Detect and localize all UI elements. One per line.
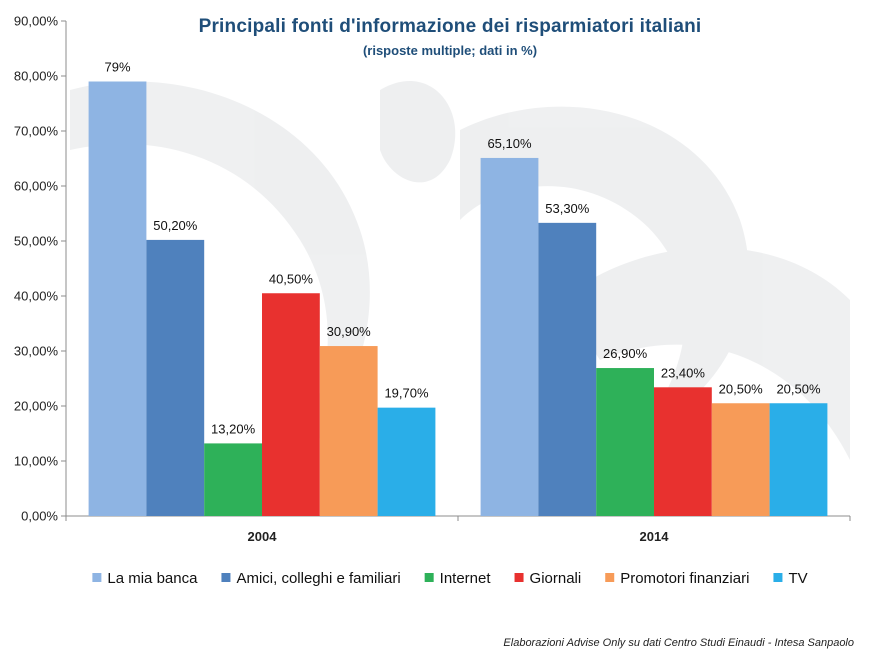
bar-value-label: 20,50% — [719, 381, 764, 396]
bar — [204, 443, 262, 516]
source-note: Elaborazioni Advise Only su dati Centro … — [503, 637, 854, 649]
y-tick-label: 0,00% — [21, 509, 58, 524]
y-tick-label: 50,00% — [14, 234, 59, 249]
y-tick-label: 70,00% — [14, 124, 59, 139]
legend-swatch — [605, 573, 615, 582]
bar — [88, 81, 147, 516]
bar-value-label: 13,20% — [211, 421, 256, 436]
legend-label: Promotori finanziari — [620, 570, 749, 587]
legend-label: Giornali — [530, 570, 582, 587]
bar — [377, 407, 436, 516]
bar-value-label: 79% — [104, 60, 130, 75]
bar — [480, 157, 539, 516]
y-tick-label: 20,00% — [14, 399, 59, 414]
y-tick-label: 60,00% — [14, 179, 59, 194]
legend-swatch — [514, 573, 524, 582]
bar — [146, 239, 205, 516]
y-tick-label: 40,00% — [14, 289, 59, 304]
bar-value-label: 40,50% — [269, 271, 314, 286]
legend-label: TV — [788, 570, 807, 587]
y-tick-label: 90,00% — [14, 14, 59, 29]
legend-swatch — [221, 573, 231, 582]
bar — [319, 346, 378, 516]
bar-value-label: 20,50% — [776, 381, 821, 396]
legend-label: La mia banca — [107, 570, 198, 587]
legend: La mia banca Amici, colleghi e familiari I… — [92, 570, 808, 587]
bar-value-label: 65,10% — [487, 136, 532, 151]
bar — [654, 387, 712, 516]
axes: 0,00% 10,00% 20,00% 30,00% 40,00% 50,00% 60,00… — [14, 14, 851, 544]
bar — [769, 403, 828, 516]
watermark-logo — [70, 80, 850, 500]
x-category-label: 2014 — [640, 529, 670, 544]
y-tick-label: 10,00% — [14, 454, 59, 469]
bar — [538, 222, 597, 516]
bar-value-label: 50,20% — [153, 218, 198, 233]
bar-value-label: 19,70% — [384, 386, 429, 401]
y-tick-label: 30,00% — [14, 344, 59, 359]
bar — [711, 403, 770, 516]
legend-label: Internet — [440, 570, 492, 587]
legend-swatch — [92, 573, 102, 582]
chart-subtitle: (risposte multiple; dati in %) — [362, 43, 538, 58]
legend-label: Amici, colleghi e familiari — [236, 570, 400, 587]
legend-swatch — [424, 573, 434, 582]
legend-swatch — [773, 573, 783, 582]
bar — [262, 293, 320, 516]
x-category-label: 2004 — [248, 529, 278, 544]
data-labels: 79% 50,20% 13,20% 40,50% 30,90% 19,70% 65,10% 5… — [104, 60, 821, 437]
bars — [88, 81, 828, 516]
bar-value-label: 30,90% — [327, 324, 372, 339]
bar-value-label: 26,90% — [603, 346, 648, 361]
y-tick-label: 80,00% — [14, 69, 59, 84]
bar — [596, 368, 654, 516]
chart-title: Principali fonti d'informazione dei risp… — [198, 16, 702, 37]
bar-value-label: 23,40% — [661, 365, 706, 380]
bar-value-label: 53,30% — [545, 201, 590, 216]
